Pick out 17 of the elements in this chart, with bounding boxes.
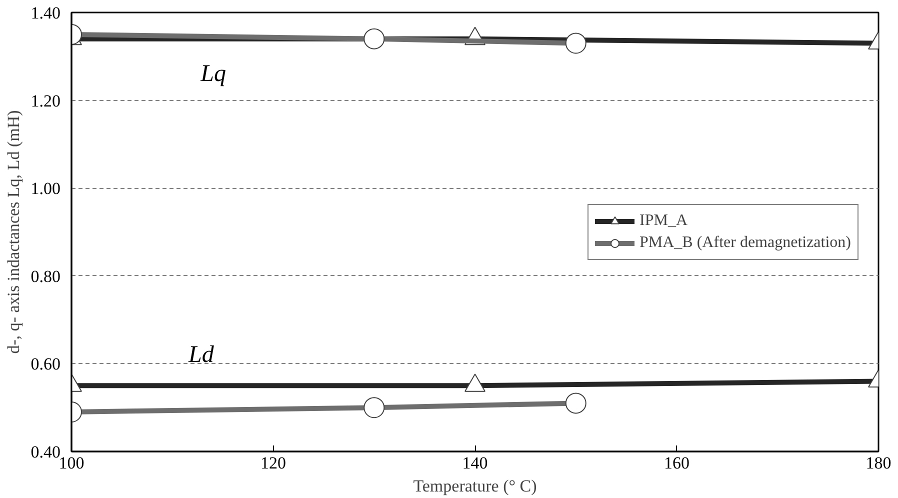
x-tick-label: 180 xyxy=(866,454,892,472)
y-tick-label: 0.80 xyxy=(30,266,60,286)
y-tick-label: 0.40 xyxy=(30,442,60,462)
x-tick-label: 100 xyxy=(58,454,84,472)
legend-label: PMA_B (After demagnetization) xyxy=(640,234,851,252)
y-tick-label: 1.20 xyxy=(30,91,60,110)
annotation: Ld xyxy=(188,342,215,368)
x-axis-title: Temperature (° C) xyxy=(413,476,537,496)
annotation: Lq xyxy=(200,60,226,87)
y-axis-title: d-, q- axis indactances Lq, Ld (mH) xyxy=(4,110,23,354)
x-tick-label: 140 xyxy=(462,454,488,472)
x-tick-label: 160 xyxy=(664,454,690,472)
y-tick-label: 1.40 xyxy=(30,4,60,22)
legend-label: IPM_A xyxy=(640,212,688,230)
y-tick-label: 0.60 xyxy=(30,354,60,374)
y-tick-label: 1.00 xyxy=(30,179,60,198)
x-tick-label: 120 xyxy=(260,454,286,472)
